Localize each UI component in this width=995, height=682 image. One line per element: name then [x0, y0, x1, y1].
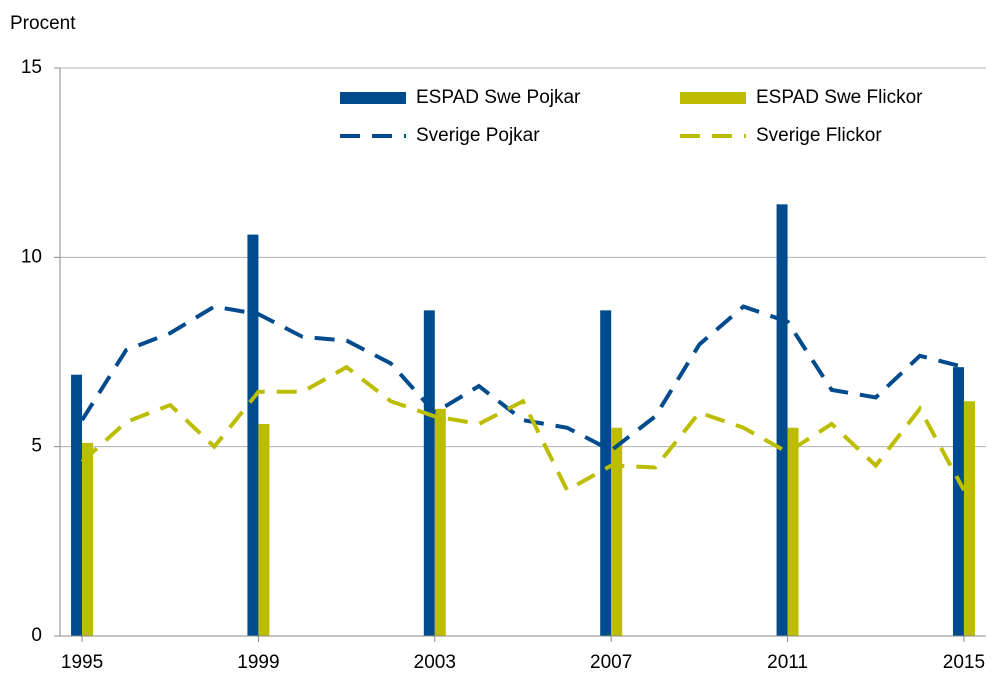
line — [80, 304, 965, 453]
y-tick-label: 15 — [21, 57, 42, 78]
bar — [71, 374, 83, 636]
legend-label: ESPAD Swe Flickor — [756, 87, 923, 108]
bar — [963, 401, 975, 636]
x-tick-label: 2011 — [767, 652, 808, 673]
bar — [776, 204, 788, 636]
bar — [611, 427, 623, 636]
bar — [82, 442, 94, 636]
legend-swatch — [340, 92, 406, 104]
x-tick-label: 2007 — [590, 652, 632, 673]
line — [80, 364, 966, 493]
legend-label: Sverige Flickor — [756, 125, 882, 146]
x-tick-label: 2015 — [943, 652, 985, 673]
bar — [247, 234, 259, 636]
bar — [600, 310, 612, 636]
y-tick-label: 10 — [21, 246, 42, 267]
bar — [258, 423, 270, 636]
bar — [787, 427, 799, 636]
y-axis-label: Procent — [10, 13, 76, 34]
x-tick-label: 2003 — [414, 652, 456, 673]
legend-swatch — [680, 92, 746, 104]
x-tick-label: 1999 — [237, 652, 279, 673]
bar — [434, 408, 446, 636]
y-tick-label: 5 — [31, 436, 42, 457]
bar — [952, 367, 964, 636]
legend-label: ESPAD Swe Pojkar — [416, 87, 581, 108]
legend-label: Sverige Pojkar — [416, 125, 540, 146]
bar — [423, 310, 435, 636]
x-tick-label: 1995 — [61, 652, 103, 673]
y-tick-label: 0 — [31, 625, 42, 646]
